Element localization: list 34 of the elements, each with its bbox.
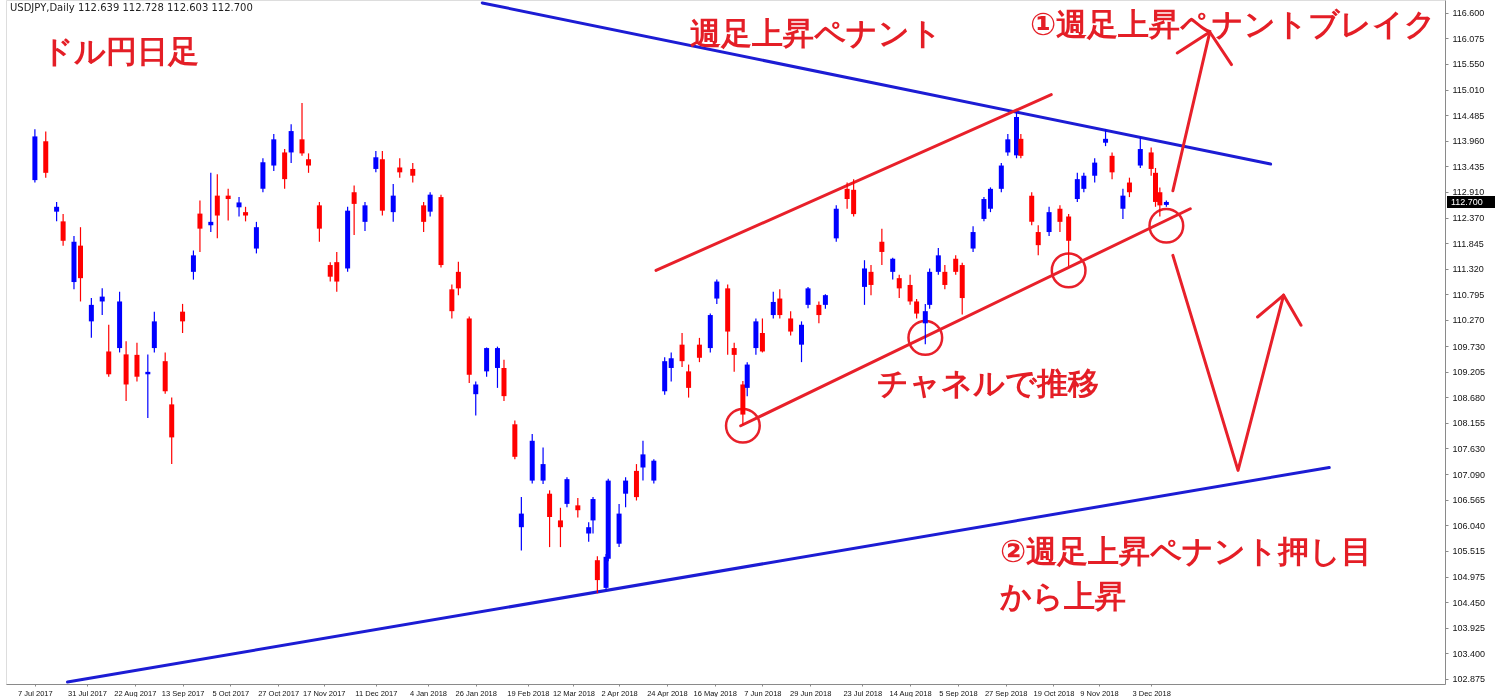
y-tick-label: 116.075 bbox=[1452, 33, 1485, 44]
y-tick-label: 106.040 bbox=[1452, 520, 1486, 531]
y-tick-label: 113.435 bbox=[1452, 161, 1485, 172]
y-tick-label: 103.925 bbox=[1452, 623, 1486, 634]
chart-subtitle: USDJPY,Daily 112.639 112.728 112.603 112.700 bbox=[10, 2, 253, 13]
y-tick-label: 109.730 bbox=[1452, 341, 1486, 352]
annotation: 週足上昇ペナント bbox=[690, 15, 942, 51]
y-tick-label: 112.370 bbox=[1452, 213, 1485, 224]
annotation: ②週足上昇ペナント押し目から上昇 bbox=[999, 533, 1373, 614]
text: 112.700 bbox=[1451, 196, 1483, 207]
y-tick-label: 103.400 bbox=[1452, 648, 1486, 659]
y-tick-label: 111.845 bbox=[1452, 238, 1484, 249]
annotation: ①週足上昇ペナントブレイク bbox=[1030, 6, 1437, 42]
y-tick-label: 116.600 bbox=[1452, 8, 1485, 19]
y-tick-label: 105.515 bbox=[1452, 546, 1486, 557]
y-tick-label: 115.010 bbox=[1452, 85, 1485, 96]
y-tick-label: 108.155 bbox=[1452, 418, 1486, 429]
y-tick-label: 108.680 bbox=[1452, 392, 1486, 403]
y-tick-label: 107.090 bbox=[1452, 469, 1486, 480]
y-tick-label: 115.550 bbox=[1452, 59, 1485, 70]
y-tick-label: 109.205 bbox=[1452, 367, 1486, 378]
y-tick-label: 112.910 bbox=[1452, 187, 1485, 198]
y-tick-label: 106.565 bbox=[1452, 495, 1486, 506]
y-tick-label: 114.485 bbox=[1452, 110, 1485, 121]
text: ドル円日足 bbox=[42, 33, 199, 69]
y-tick-label: 110.270 bbox=[1452, 315, 1485, 326]
y-tick-label: 104.975 bbox=[1452, 572, 1486, 583]
y-tick-label: 111.320 bbox=[1452, 264, 1484, 275]
y-tick-label: 110.795 bbox=[1452, 289, 1485, 300]
y-tick-label: 113.960 bbox=[1452, 136, 1485, 147]
y-tick-label: 107.630 bbox=[1452, 443, 1486, 454]
y-tick-label: 102.875 bbox=[1452, 674, 1486, 685]
y-tick-label: 104.450 bbox=[1452, 597, 1486, 608]
annotation: チャネルで推移 bbox=[877, 365, 1099, 401]
